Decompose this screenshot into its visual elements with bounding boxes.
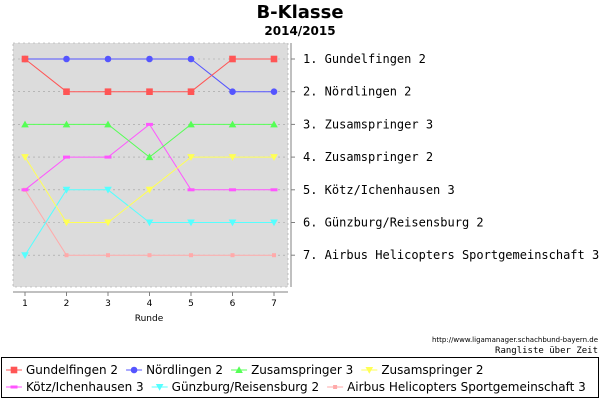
data-point bbox=[64, 253, 69, 258]
data-point bbox=[270, 188, 278, 192]
legend-label: Airbus Helicopters Sportgemeinschaft 3 bbox=[347, 380, 586, 394]
rank-label: 6. Günzburg/Reisensburg 2 bbox=[303, 216, 484, 230]
data-point bbox=[145, 219, 154, 227]
data-point bbox=[21, 154, 29, 161]
data-point bbox=[187, 120, 195, 128]
legend: Gundelfingen 2 Nördlingen 2 Zusamspringer … bbox=[1, 357, 599, 398]
chart-title: B-Klasse bbox=[256, 2, 343, 23]
data-point bbox=[272, 253, 276, 258]
plot-frame bbox=[12, 42, 289, 288]
plot-background bbox=[13, 43, 288, 287]
data-point bbox=[62, 186, 71, 194]
data-point bbox=[230, 253, 235, 258]
data-point bbox=[365, 367, 374, 374]
series-6 bbox=[21, 186, 278, 259]
data-point bbox=[270, 219, 278, 227]
legend-item: Zusamspringer 2 bbox=[361, 363, 484, 377]
rank-label: 7. Airbus Helicopters Sportgemeinschaft … bbox=[303, 248, 599, 262]
data-point bbox=[21, 55, 29, 63]
data-point bbox=[104, 88, 112, 95]
data-point bbox=[63, 155, 70, 159]
legend-item: Zusamspringer 3 bbox=[231, 363, 353, 377]
series-4 bbox=[21, 154, 278, 227]
plot-area: 1 2 3 4 5 6 7 bbox=[12, 42, 292, 309]
data-point bbox=[62, 219, 71, 227]
x-tick-label: 7 bbox=[271, 299, 277, 309]
x-tick-label: 4 bbox=[147, 299, 153, 309]
legend-item: Airbus Helicopters Sportgemeinschaft 3 bbox=[327, 380, 586, 394]
data-point bbox=[146, 88, 153, 95]
data-point bbox=[189, 253, 193, 258]
data-point bbox=[187, 219, 195, 227]
x-tick-label: 5 bbox=[188, 299, 194, 309]
data-point bbox=[106, 253, 110, 258]
legend-label: Kötz/Ichenhausen 3 bbox=[26, 380, 144, 394]
data-point bbox=[147, 253, 152, 258]
data-point bbox=[187, 188, 195, 192]
legend-label: Nördlingen 2 bbox=[146, 363, 223, 377]
chart-subtitle: 2014/2015 bbox=[264, 24, 335, 38]
data-point bbox=[187, 154, 195, 161]
data-point bbox=[229, 188, 236, 192]
data-point bbox=[104, 186, 112, 194]
series-1 bbox=[21, 55, 278, 95]
data-point bbox=[104, 120, 112, 128]
legend-label: Zusamspringer 3 bbox=[251, 363, 353, 377]
data-point bbox=[21, 252, 29, 259]
data-point bbox=[10, 366, 18, 374]
data-point bbox=[21, 120, 29, 128]
data-point bbox=[62, 120, 71, 128]
data-point bbox=[146, 55, 153, 63]
legend-item: Kötz/Ichenhausen 3 bbox=[6, 380, 144, 394]
rank-label: 4. Zusamspringer 2 bbox=[303, 150, 433, 164]
data-point bbox=[145, 153, 154, 161]
legend-label: Günzburg/Reisensburg 2 bbox=[172, 380, 319, 394]
x-axis-label: Runde bbox=[135, 314, 164, 324]
series-5 bbox=[21, 122, 278, 192]
legend-item: Gundelfingen 2 bbox=[6, 363, 118, 377]
data-point bbox=[187, 88, 195, 95]
legend-item: Nördlingen 2 bbox=[126, 363, 223, 377]
data-point bbox=[187, 55, 195, 63]
data-point bbox=[146, 122, 153, 126]
data-point bbox=[63, 88, 70, 95]
legend-label: Gundelfingen 2 bbox=[26, 363, 118, 377]
rank-label: 5. Kötz/Ichenhausen 3 bbox=[303, 183, 455, 197]
data-point bbox=[228, 120, 237, 128]
data-point bbox=[104, 155, 112, 159]
chart-note: Rangliste über Zeit bbox=[495, 346, 598, 356]
data-point bbox=[229, 88, 236, 95]
data-point bbox=[228, 219, 237, 227]
data-point bbox=[333, 385, 338, 389]
data-point bbox=[10, 385, 18, 389]
data-point bbox=[270, 55, 278, 63]
legend-item: Günzburg/Reisensburg 2 bbox=[151, 380, 319, 394]
rank-label: 2. Nördlingen 2 bbox=[303, 85, 411, 99]
x-tick-label: 3 bbox=[105, 299, 111, 309]
rank-label: 3. Zusamspringer 3 bbox=[303, 117, 433, 131]
series-3 bbox=[21, 120, 278, 161]
data-point bbox=[21, 188, 29, 192]
data-point bbox=[235, 366, 243, 373]
data-point bbox=[229, 55, 236, 63]
data-point bbox=[270, 120, 278, 128]
data-point bbox=[130, 366, 138, 374]
data-point bbox=[104, 219, 112, 227]
data-point bbox=[270, 88, 278, 95]
x-tick-label: 6 bbox=[230, 299, 236, 309]
x-tick-label: 1 bbox=[22, 299, 28, 309]
rank-label: 1. Gundelfingen 2 bbox=[303, 52, 426, 66]
legend-label: Zusamspringer 2 bbox=[381, 363, 483, 377]
data-point bbox=[270, 154, 278, 161]
data-point bbox=[145, 186, 154, 194]
legend-box bbox=[1, 357, 599, 398]
data-point bbox=[63, 55, 70, 63]
x-tick-label: 2 bbox=[64, 299, 70, 309]
data-point bbox=[228, 154, 237, 161]
rank-labels: 1. Gundelfingen 2 2. Nördlingen 2 3. Zusam… bbox=[291, 52, 599, 262]
source-url: http://www.ligamanager.schachbund-bayern… bbox=[432, 336, 598, 344]
data-point bbox=[104, 55, 112, 63]
data-point bbox=[155, 384, 164, 391]
